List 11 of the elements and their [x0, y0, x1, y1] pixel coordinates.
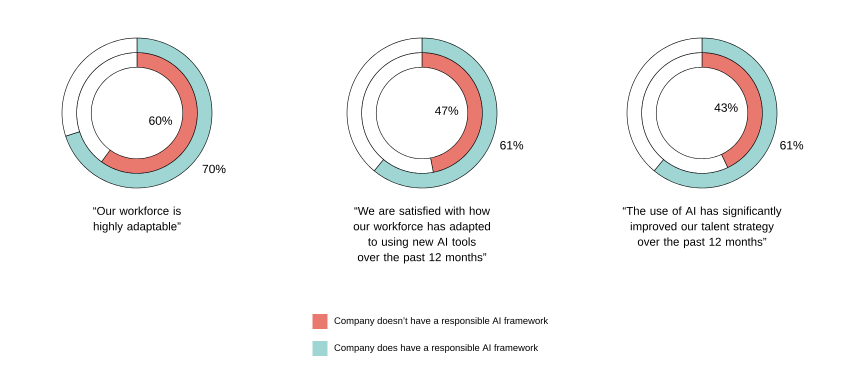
data-label: 60% — [149, 116, 172, 125]
text: “Our workforce is highly adaptable” — [93, 206, 181, 233]
data-label: 43% — [714, 103, 738, 112]
data-label: 47% — [435, 106, 458, 115]
data-label: 61% — [500, 141, 524, 150]
text: “We are satisfied with how our workforce has adapted to using new AI tools over the past 12 months” — [354, 206, 490, 264]
legend-label: Company does have a responsible AI framework — [334, 344, 538, 353]
data-label: 61% — [780, 141, 804, 150]
legend-label: Company doesn’t have a responsible AI framework — [334, 317, 548, 326]
text: “The use of AI has significantly improved our talent strategy over the past 12 months” — [622, 206, 782, 248]
data-label: 70% — [202, 164, 226, 174]
